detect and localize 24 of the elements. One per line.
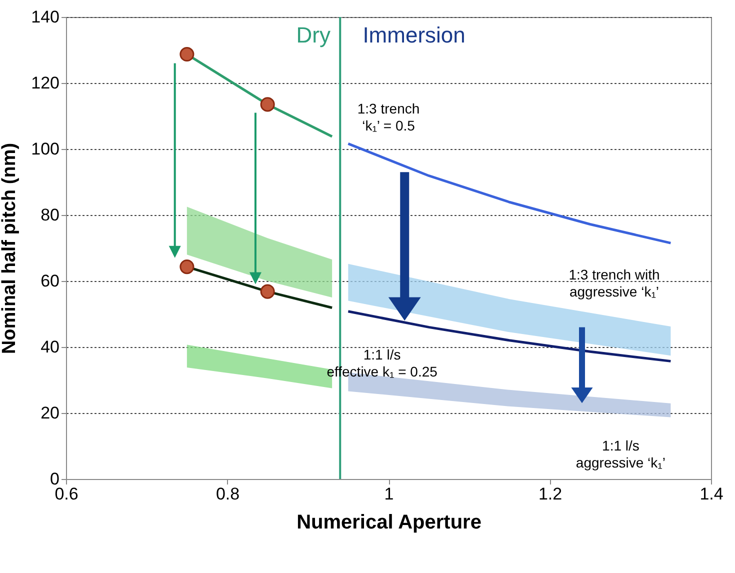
- x-tick-label: 1.4: [700, 484, 724, 504]
- annotation: Dry: [296, 22, 330, 48]
- y-tick-label: 140: [31, 8, 60, 26]
- annotation: 1:1 l/s aggressive ‘k₁’: [576, 438, 666, 471]
- annotation: 1:3 trench with aggressive ‘k₁’: [568, 266, 660, 300]
- point: [260, 97, 275, 112]
- x-tick-label: 1: [384, 484, 394, 504]
- annotation: 1:3 trench ‘k₁’ = 0.5: [357, 100, 420, 134]
- point: [180, 260, 194, 274]
- x-axis-title: Numerical Aperture: [296, 512, 482, 534]
- y-tick-label: 40: [40, 338, 60, 356]
- y-tick-label: 100: [31, 140, 60, 158]
- y-tick-label: 120: [31, 74, 60, 92]
- x-tick-label: 0.8: [216, 484, 240, 504]
- line-series: [346, 310, 672, 362]
- y-tick-label: 60: [40, 272, 60, 290]
- point: [180, 47, 194, 62]
- x-tick-label: 1.2: [538, 484, 562, 504]
- y-tick-label: 80: [40, 206, 60, 224]
- point: [260, 284, 275, 299]
- line-series: [346, 142, 672, 244]
- y-tick-label: 20: [40, 404, 60, 422]
- annotation: Immersion: [362, 22, 466, 48]
- y-axis-title: Nominal half pitch (nm): [0, 142, 20, 354]
